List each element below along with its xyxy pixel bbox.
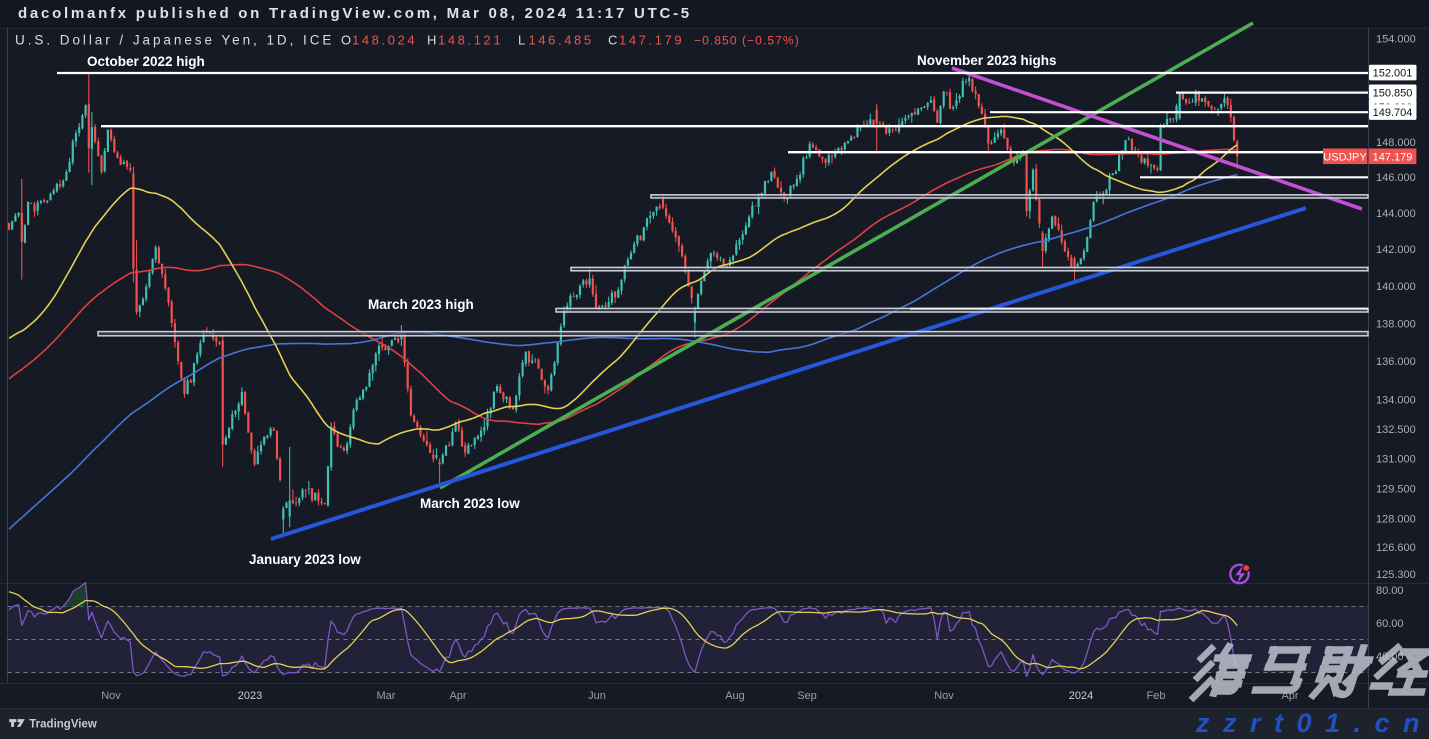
svg-text:−0.850 (−0.57%): −0.850 (−0.57%) (694, 34, 800, 48)
svg-text:152.001: 152.001 (1373, 68, 1413, 80)
svg-text:125.300: 125.300 (1376, 569, 1416, 581)
svg-text:148.121: 148.121 (438, 33, 503, 48)
svg-text:Aug: Aug (725, 690, 745, 702)
svg-text:150.850: 150.850 (1373, 87, 1413, 99)
svg-text:146.485: 146.485 (529, 33, 594, 48)
svg-text:C: C (608, 33, 620, 48)
svg-text:L: L (518, 33, 528, 48)
svg-text:TradingView: TradingView (29, 719, 97, 731)
svg-text:Nov: Nov (101, 690, 121, 702)
svg-text:H: H (427, 33, 439, 48)
svg-text:zzrt01.cn: zzrt01.cn (1195, 708, 1429, 738)
svg-text:2023: 2023 (238, 690, 262, 702)
svg-text:USDJPY: USDJPY (1323, 151, 1367, 163)
svg-text:Apr: Apr (449, 690, 466, 702)
svg-text:November 2023 highs: November 2023 highs (917, 53, 1057, 68)
svg-text:80.00: 80.00 (1376, 585, 1404, 597)
svg-text:136.000: 136.000 (1376, 356, 1416, 368)
svg-text:154.000: 154.000 (1376, 34, 1416, 46)
svg-text:March 2023 high: March 2023 high (368, 297, 474, 312)
svg-text:Mar: Mar (377, 690, 396, 702)
svg-text:147.179: 147.179 (619, 33, 684, 48)
svg-text:132.500: 132.500 (1376, 424, 1416, 436)
svg-text:Sep: Sep (797, 690, 817, 702)
svg-text:148.024: 148.024 (352, 33, 417, 48)
svg-text:128.000: 128.000 (1376, 514, 1416, 526)
svg-text:126.600: 126.600 (1376, 542, 1416, 554)
svg-text:140.000: 140.000 (1376, 281, 1416, 293)
svg-text:149.704: 149.704 (1373, 107, 1413, 119)
svg-text:144.000: 144.000 (1376, 208, 1416, 220)
svg-text:60.00: 60.00 (1376, 618, 1404, 630)
svg-text:Feb: Feb (1147, 690, 1166, 702)
svg-text:dacolmanfx published on Tradin: dacolmanfx published on TradingView.com,… (18, 5, 692, 22)
svg-text:131.000: 131.000 (1376, 453, 1416, 465)
svg-text:147.179: 147.179 (1373, 151, 1413, 163)
svg-text:January 2023 low: January 2023 low (249, 552, 361, 567)
svg-text:October 2022 high: October 2022 high (87, 54, 205, 69)
svg-text:U.S. Dollar / Japanese Yen, 1D: U.S. Dollar / Japanese Yen, 1D, ICE (15, 33, 334, 48)
svg-text:Nov: Nov (934, 690, 954, 702)
svg-text:Jun: Jun (588, 690, 606, 702)
svg-text:148.000: 148.000 (1376, 137, 1416, 149)
svg-text:129.500: 129.500 (1376, 483, 1416, 495)
svg-text:134.000: 134.000 (1376, 395, 1416, 407)
svg-text:146.000: 146.000 (1376, 172, 1416, 184)
svg-text:138.000: 138.000 (1376, 318, 1416, 330)
svg-text:March 2023 low: March 2023 low (420, 496, 520, 511)
svg-text:2024: 2024 (1069, 690, 1093, 702)
svg-text:O: O (341, 33, 354, 48)
svg-text:142.000: 142.000 (1376, 244, 1416, 256)
